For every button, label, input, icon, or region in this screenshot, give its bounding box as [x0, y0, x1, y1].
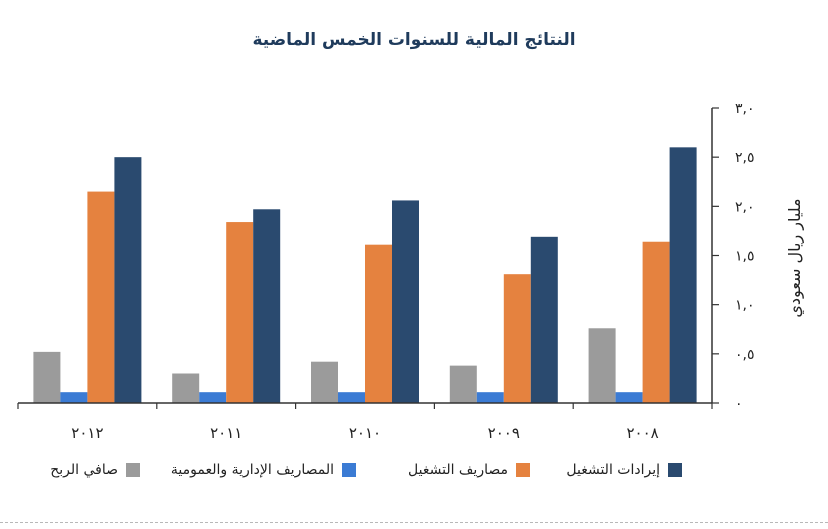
y-tick-label: ٣,٠ [735, 101, 755, 117]
bar-3-0 [114, 157, 142, 403]
bar-0-0 [33, 351, 61, 403]
legend: إيرادات التشغيل مصاريف التشغيل المصاريف ال… [0, 462, 828, 482]
chart-title: النتائج المالية للسنوات الخمس الماضية [252, 30, 576, 50]
y-tick-label: ١,٠ [735, 298, 755, 314]
bar-2-4 [642, 241, 670, 403]
bar-2-2 [365, 244, 392, 403]
bar-3-3 [530, 236, 558, 403]
bar-1-0 [60, 392, 88, 403]
legend-item: مصاريف التشغيل [408, 462, 530, 478]
bars-layer [33, 147, 697, 403]
bar-0-1 [172, 373, 200, 403]
y-axis-label: مليار ريال سعودي [785, 198, 805, 317]
legend-label: إيرادات التشغيل [566, 462, 660, 478]
x-tick-label: ٢٠١١ [210, 424, 242, 442]
divider [0, 522, 828, 523]
legend-label: صافي الربح [50, 462, 118, 478]
bar-3-2 [392, 200, 419, 403]
bar-1-2 [338, 392, 365, 403]
x-tick-label: ٢٠١٢ [71, 424, 103, 442]
bar-0-4 [588, 328, 616, 403]
bar-2-1 [226, 222, 254, 403]
legend-swatch [342, 463, 356, 477]
legend-label: مصاريف التشغيل [408, 462, 508, 478]
x-tick-label: ٢٠١٠ [349, 424, 381, 442]
y-tick-label: ٠,٥ [735, 347, 755, 363]
legend-item: المصاريف الإدارية والعمومية [171, 462, 356, 478]
x-tick-label: ٢٠٠٨ [626, 424, 658, 442]
bar-2-3 [503, 274, 531, 403]
bar-1-3 [476, 392, 504, 403]
y-tick-label: ٢,٥ [735, 150, 755, 166]
bar-2-0 [87, 191, 115, 403]
legend-swatch [516, 463, 530, 477]
bar-3-1 [253, 209, 281, 403]
legend-item: إيرادات التشغيل [566, 462, 682, 478]
legend-swatch [668, 463, 682, 477]
legend-swatch [126, 463, 140, 477]
bar-0-2 [311, 361, 338, 403]
legend-label: المصاريف الإدارية والعمومية [170, 462, 334, 478]
bar-0-3 [449, 365, 477, 403]
x-tick-label: ٢٠٠٩ [488, 424, 520, 442]
bar-3-4 [669, 147, 697, 403]
bar-1-4 [615, 392, 643, 403]
y-tick-label: ٠ [735, 396, 743, 412]
y-tick-label: ١,٥ [735, 249, 755, 265]
y-tick-label: ٢,٠ [735, 199, 755, 215]
axis-layer: ٢٠١٢ ٢٠١١ ٢٠١٠ ٢٠٠٩ ٢٠٠٨ ٠ ٠,٥ ١,٠ ١,٥ ٢,٠ ٢,٥ ٣,٠ م… [17, 101, 805, 442]
legend-item: صافي الربح [50, 462, 140, 478]
bar-1-1 [199, 392, 227, 403]
